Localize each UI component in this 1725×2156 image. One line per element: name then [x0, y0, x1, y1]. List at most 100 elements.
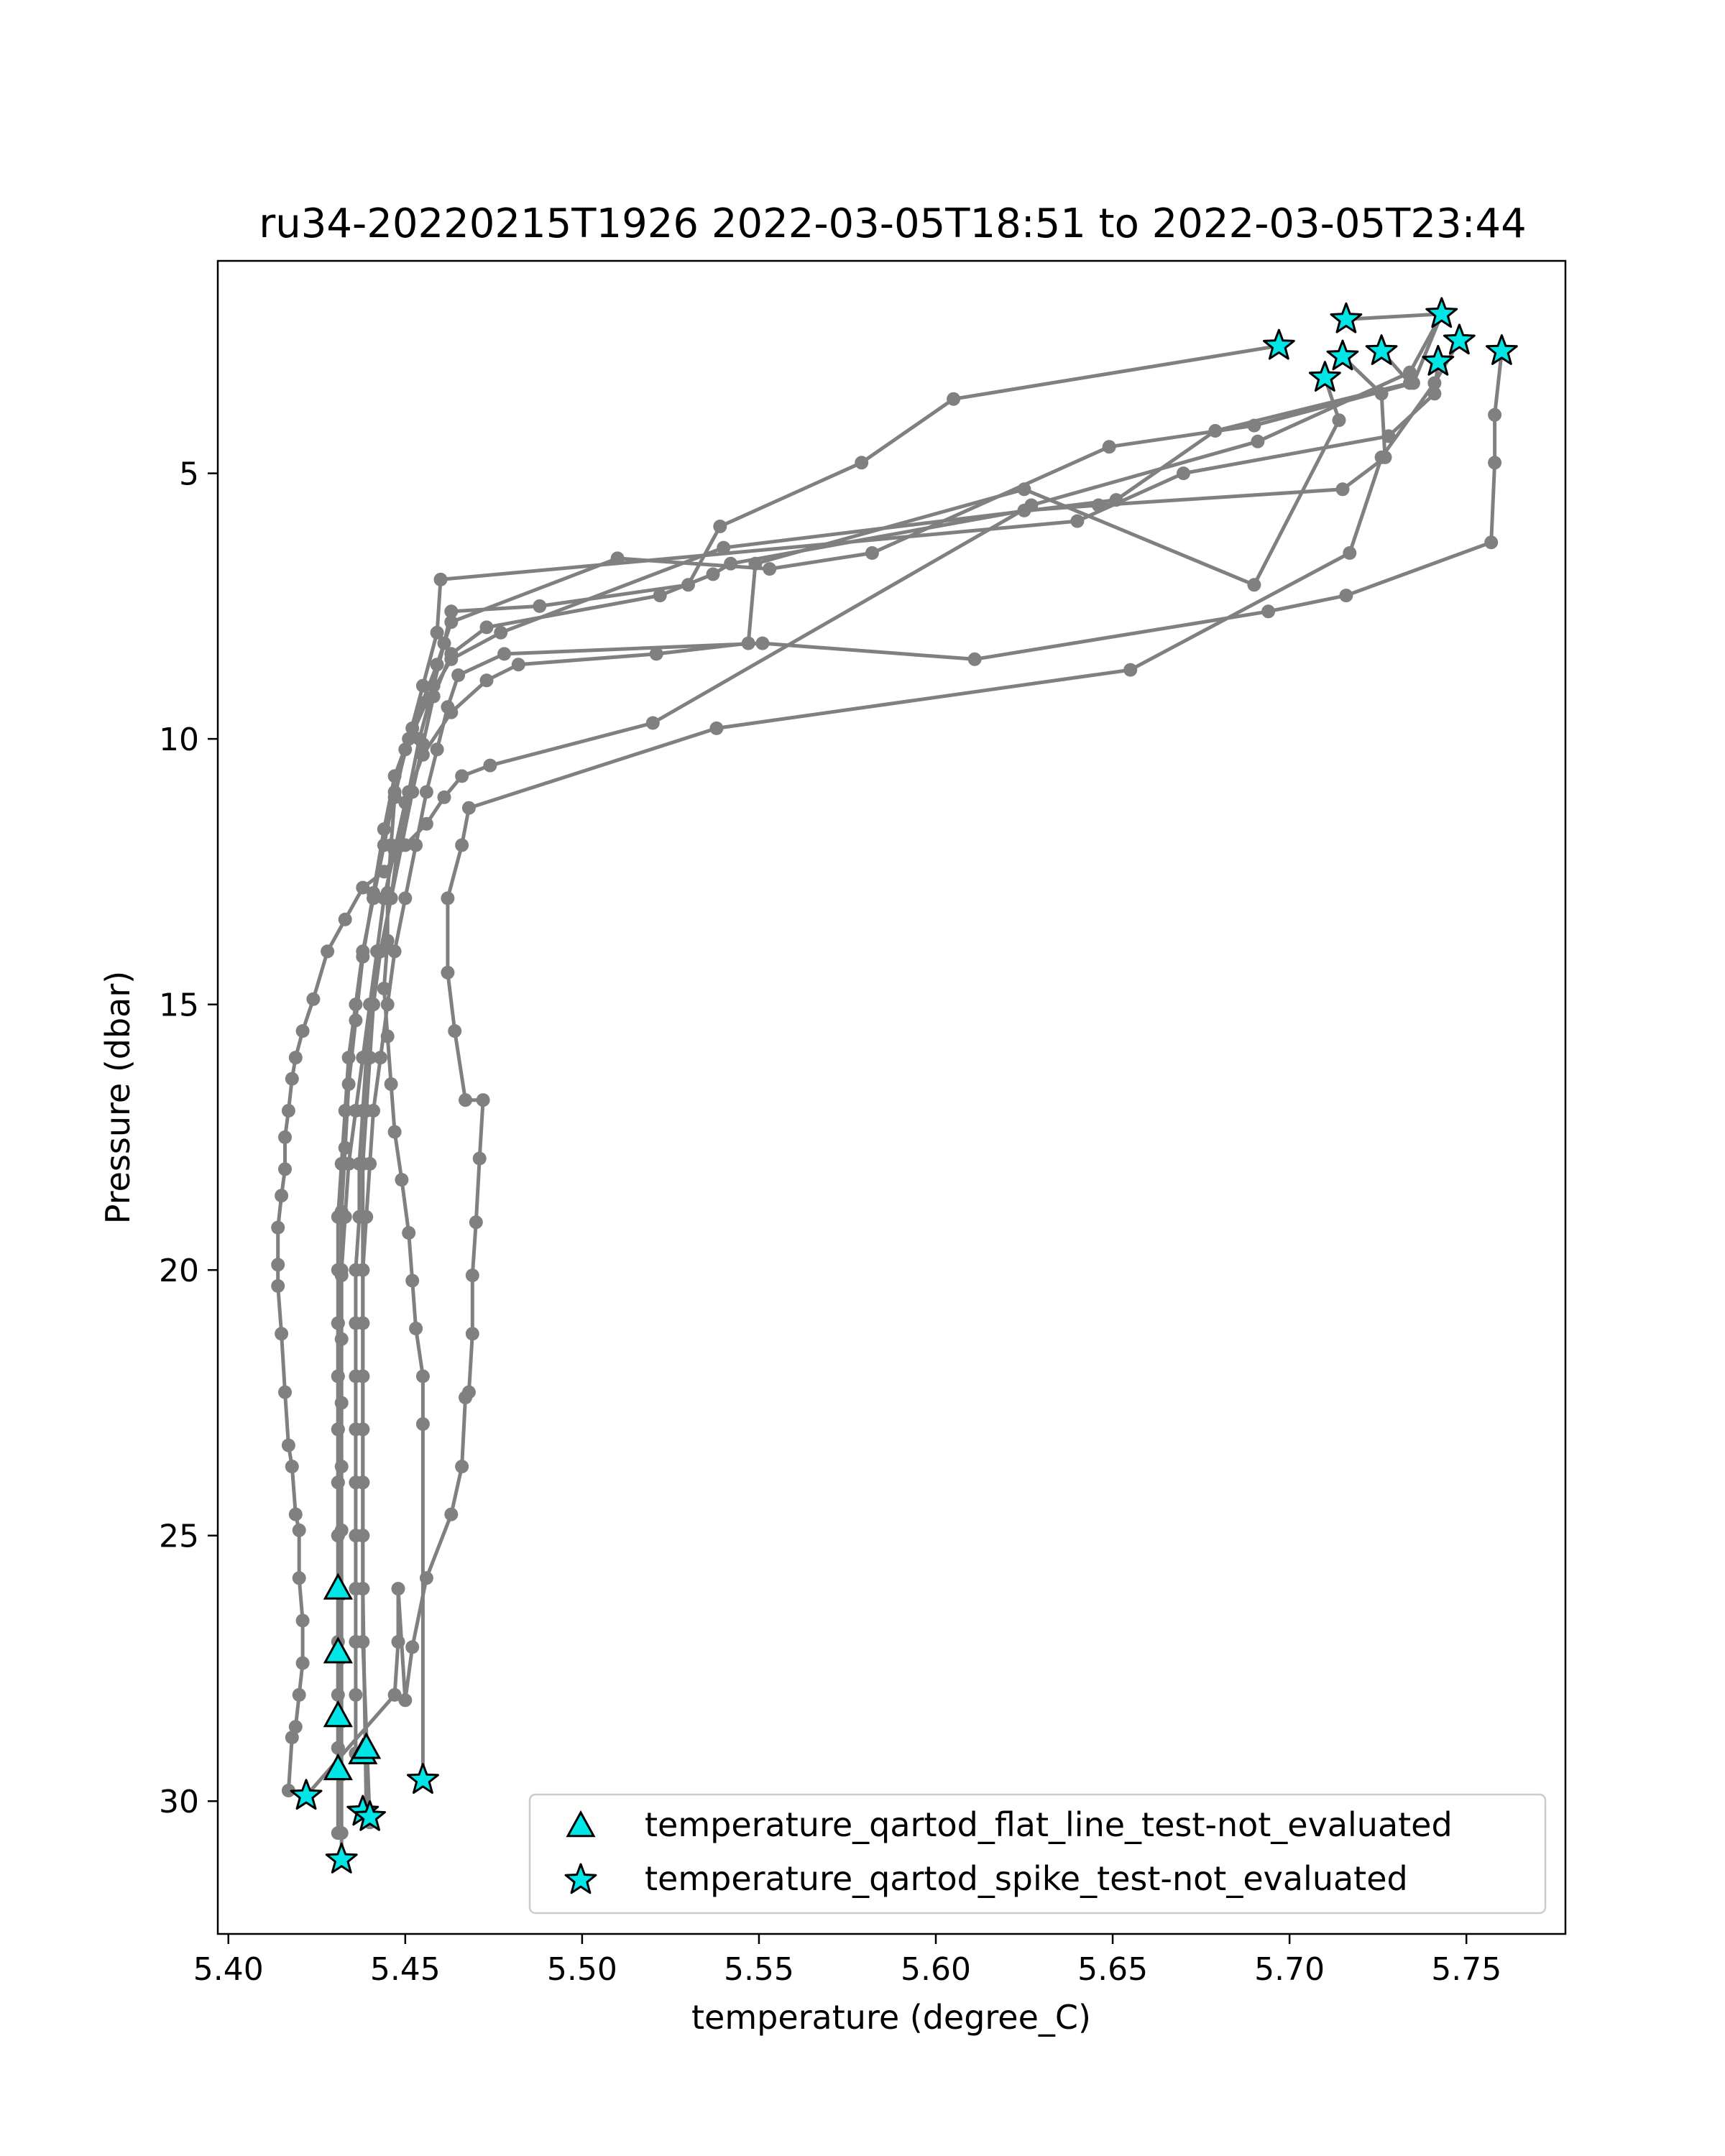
profile-point [356, 944, 370, 959]
profile-point [741, 636, 755, 650]
legend-flat-line-marker [566, 1810, 596, 1838]
profile-point [380, 934, 395, 948]
profile-point [713, 520, 727, 533]
y-tick-label: 25 [159, 1519, 199, 1555]
profile-point [709, 721, 724, 735]
profile-point [349, 1687, 363, 1702]
profile-point [465, 1268, 479, 1283]
profile-point [1484, 535, 1499, 550]
profile-point [367, 891, 380, 906]
profile-point [1374, 387, 1389, 401]
profile-point [1247, 578, 1261, 592]
profile-point [653, 589, 667, 603]
profile-point [356, 1582, 370, 1596]
x-tick-label: 5.55 [724, 1951, 794, 1988]
profile-point [295, 1656, 310, 1670]
profile-point [356, 1263, 370, 1277]
profile-point [511, 658, 525, 672]
spike-flag-marker [290, 1779, 323, 1810]
profile-point [451, 668, 466, 682]
profile-point [947, 392, 961, 406]
profile-point [331, 1210, 345, 1224]
profile-point [271, 1258, 285, 1272]
flat-line-flag-marker [323, 1700, 353, 1728]
profile-point [338, 1104, 352, 1118]
profile-point [331, 1475, 345, 1490]
y-tick-label: 30 [159, 1784, 199, 1820]
profile-point [1177, 466, 1190, 481]
profile-point [288, 1720, 303, 1734]
x-tick-label: 5.75 [1431, 1951, 1501, 1988]
spike-flag-markers [290, 297, 1518, 1874]
profile-point [1339, 589, 1353, 603]
profile-point [398, 742, 413, 757]
profile-point [1335, 482, 1350, 497]
profile-point [717, 540, 731, 555]
profile-point [469, 1215, 483, 1230]
profile-point [363, 998, 377, 1012]
profile-point [356, 1104, 370, 1118]
profile-point [430, 625, 444, 640]
profile-point [865, 546, 879, 560]
profile-point [459, 1391, 472, 1405]
spike-flag-marker [1330, 302, 1363, 333]
profile-point [1488, 407, 1502, 422]
legend: temperature_qartod_flat_line_test-not_ev… [528, 1793, 1547, 1915]
chart-title: ru34-20220215T1926 2022-03-05T18:51 to 2… [259, 201, 1526, 247]
x-tick-label: 5.40 [193, 1951, 264, 1988]
profile-point [610, 551, 625, 566]
profile-point [459, 1093, 472, 1107]
profile-point [331, 1369, 345, 1383]
profile-point [271, 1279, 285, 1293]
profile-point [441, 891, 455, 906]
y-tick-label: 10 [159, 722, 199, 758]
profile-point [430, 658, 444, 672]
x-tick-label: 5.50 [547, 1951, 617, 1988]
profile-point [278, 1162, 292, 1176]
spike-flag-marker [1263, 328, 1295, 360]
profile-point [479, 620, 494, 635]
profile-point [1091, 498, 1105, 512]
spike-flag-marker [1425, 297, 1458, 328]
profile-point [402, 1226, 416, 1240]
profile-point [377, 838, 391, 852]
profile-point [292, 1571, 306, 1585]
profile-line-5 [354, 377, 1341, 1754]
profile-point [1374, 450, 1389, 464]
plot-area-frame [216, 259, 1567, 1935]
profile-point [356, 1529, 370, 1543]
profile-point [334, 1460, 349, 1474]
profile-point [331, 1687, 345, 1702]
profile-point [363, 1156, 377, 1171]
profile-point [405, 1640, 420, 1654]
profile-point [405, 785, 420, 799]
profile-point [1427, 387, 1442, 401]
profile-point [295, 1024, 310, 1038]
profile-point [402, 732, 416, 746]
y-axis-label: Pressure (dbar) [98, 971, 137, 1224]
profile-point [426, 689, 441, 704]
flat-line-flag-markers [323, 1572, 382, 1781]
profile-point [437, 636, 451, 650]
profile-point [433, 572, 448, 586]
profile-point [448, 1024, 462, 1038]
profile-point [1381, 429, 1396, 443]
spike-flag-marker [354, 1800, 386, 1831]
profile-point [275, 1189, 289, 1203]
profile-point [398, 1693, 413, 1708]
profile-point [387, 785, 402, 799]
profile-point [419, 816, 433, 831]
legend-spike-marker [564, 1863, 597, 1894]
x-tick-label: 5.65 [1077, 1951, 1148, 1988]
profile-point [334, 1826, 349, 1841]
profile-point [334, 1332, 349, 1346]
profile-point [1109, 493, 1123, 507]
profile-point [356, 1475, 370, 1490]
profile-point [444, 1507, 459, 1521]
profile-point [349, 998, 363, 1012]
legend-flat-line-label: temperature_qartod_flat_line_test-not_ev… [645, 1805, 1453, 1844]
legend-triangle-icon [566, 1810, 596, 1838]
profile-point [1247, 418, 1261, 433]
profile-point [430, 742, 444, 757]
